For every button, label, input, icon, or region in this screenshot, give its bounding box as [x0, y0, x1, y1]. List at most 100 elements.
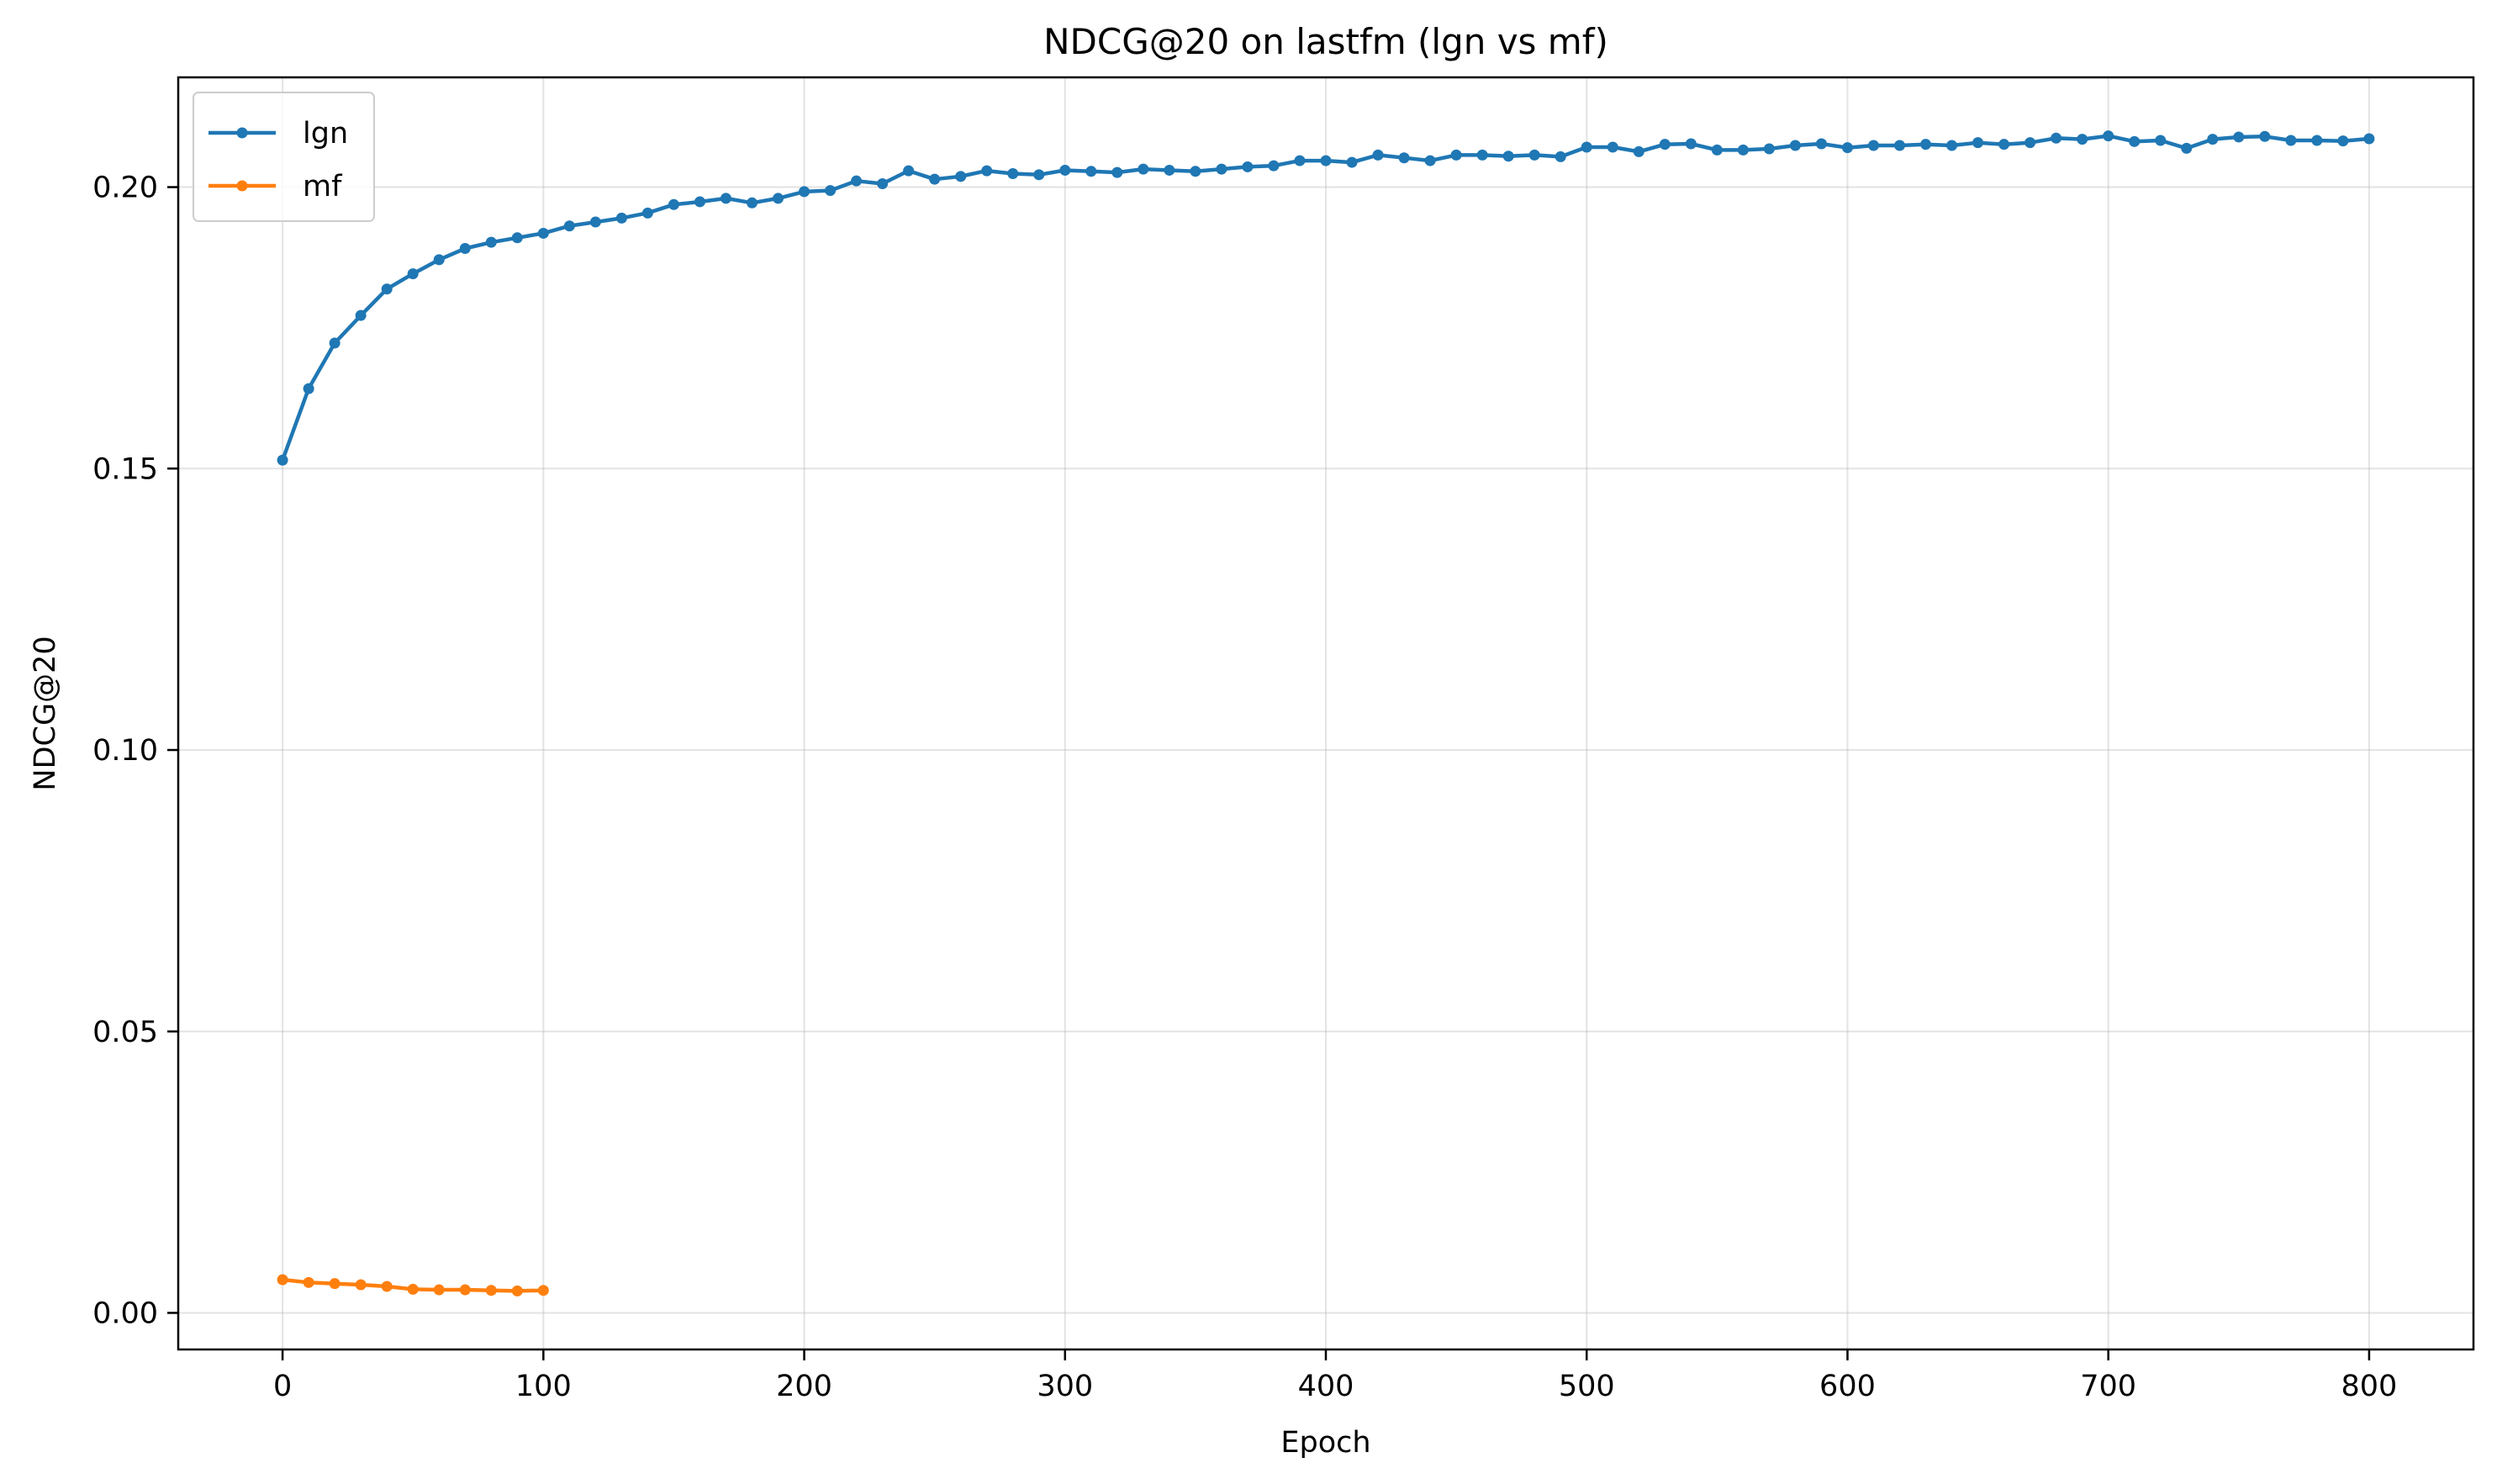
- data-point-lgn: [355, 309, 367, 321]
- y-tick-label: 0.00: [92, 1297, 158, 1330]
- data-point-lgn: [1111, 166, 1123, 178]
- data-point-lgn: [694, 196, 705, 208]
- data-point-lgn: [773, 193, 784, 204]
- data-point-lgn: [1972, 137, 1984, 149]
- data-point-lgn: [459, 243, 471, 255]
- legend-marker-mf: [236, 180, 248, 192]
- data-point-lgn: [1398, 152, 1410, 164]
- chart-title: NDCG@20 on lastfm (lgn vs mf): [1043, 21, 1608, 62]
- data-point-lgn: [277, 454, 288, 466]
- x-tick-label: 600: [1819, 1370, 1876, 1403]
- data-point-lgn: [1216, 163, 1227, 175]
- data-point-lgn: [851, 175, 863, 187]
- data-point-lgn: [2051, 132, 2062, 144]
- data-point-mf: [485, 1285, 497, 1297]
- legend-marker-lgn: [236, 127, 248, 139]
- data-point-lgn: [1789, 140, 1801, 151]
- data-point-lgn: [720, 193, 731, 204]
- data-point-lgn: [1894, 140, 1905, 151]
- data-point-lgn: [955, 171, 967, 182]
- data-point-lgn: [1138, 163, 1149, 175]
- data-point-lgn: [2337, 135, 2349, 147]
- data-point-lgn: [825, 185, 837, 197]
- data-point-mf: [303, 1276, 314, 1288]
- data-point-lgn: [799, 186, 810, 198]
- data-point-lgn: [1867, 140, 1879, 151]
- data-point-lgn: [1502, 151, 1514, 162]
- data-point-lgn: [1085, 166, 1097, 177]
- data-point-mf: [537, 1285, 549, 1297]
- data-point-lgn: [1268, 160, 1280, 172]
- data-point-lgn: [2207, 134, 2219, 145]
- data-point-lgn: [2363, 133, 2375, 145]
- data-point-lgn: [1346, 156, 1358, 168]
- x-tick-label: 700: [2080, 1370, 2136, 1403]
- data-point-mf: [381, 1281, 393, 1292]
- data-point-mf: [459, 1284, 471, 1296]
- data-point-lgn: [537, 227, 549, 239]
- data-point-lgn: [1294, 155, 1306, 166]
- data-point-lgn: [1841, 142, 1853, 154]
- data-point-lgn: [2285, 135, 2297, 146]
- data-point-lgn: [1607, 141, 1618, 153]
- y-tick-label: 0.05: [92, 1016, 158, 1049]
- data-point-lgn: [2129, 135, 2141, 147]
- data-point-lgn: [1450, 149, 1462, 161]
- data-point-lgn: [668, 198, 679, 210]
- data-point-mf: [511, 1285, 523, 1297]
- legend: lgn mf: [193, 92, 375, 222]
- data-point-lgn: [2103, 130, 2114, 142]
- data-point-mf: [433, 1284, 445, 1296]
- data-point-lgn: [1476, 149, 1488, 161]
- data-point-lgn: [2077, 134, 2088, 145]
- data-point-lgn: [981, 165, 993, 177]
- data-point-lgn: [407, 268, 419, 280]
- data-point-lgn: [1581, 141, 1592, 153]
- x-tick-label: 800: [2341, 1370, 2398, 1403]
- data-point-lgn: [1320, 155, 1332, 166]
- x-tick-label: 100: [515, 1370, 572, 1403]
- data-point-lgn: [1372, 149, 1384, 161]
- data-point-lgn: [303, 383, 314, 394]
- series-mf: [277, 1274, 549, 1297]
- data-point-lgn: [641, 207, 653, 219]
- data-point-lgn: [1424, 155, 1436, 166]
- data-point-lgn: [1164, 164, 1175, 176]
- data-point-lgn: [1242, 161, 1254, 172]
- x-tick-label: 400: [1298, 1370, 1354, 1403]
- data-point-mf: [407, 1283, 419, 1295]
- data-point-mf: [277, 1274, 288, 1286]
- data-point-lgn: [1555, 151, 1566, 162]
- y-axis-ticks: 0.00 0.05 0.10 0.15 0.20: [92, 172, 178, 1330]
- data-point-lgn: [615, 212, 627, 224]
- data-point-lgn: [1685, 138, 1697, 150]
- data-point-lgn: [589, 216, 601, 228]
- data-point-lgn: [2233, 131, 2245, 143]
- data-point-lgn: [1528, 149, 1540, 161]
- data-point-lgn: [903, 165, 915, 177]
- y-tick-label: 0.20: [92, 172, 158, 205]
- x-tick-label: 300: [1037, 1370, 1093, 1403]
- data-point-lgn: [747, 197, 758, 209]
- data-point-lgn: [1190, 166, 1201, 177]
- data-point-lgn: [1737, 144, 1749, 156]
- data-point-lgn: [877, 178, 889, 190]
- data-point-lgn: [2155, 135, 2167, 146]
- y-tick-label: 0.10: [92, 734, 158, 768]
- data-point-lgn: [329, 337, 340, 349]
- data-point-mf: [329, 1278, 340, 1290]
- legend-label-mf: mf: [303, 170, 342, 203]
- x-tick-label: 500: [1559, 1370, 1615, 1403]
- data-point-lgn: [929, 173, 941, 185]
- data-point-lgn: [1633, 145, 1644, 157]
- data-point-lgn: [485, 236, 497, 248]
- data-point-lgn: [563, 220, 575, 232]
- legend-box: [193, 92, 375, 222]
- data-point-lgn: [1059, 164, 1071, 176]
- data-point-lgn: [2025, 137, 2036, 149]
- series-lgn: [277, 130, 2375, 466]
- data-point-lgn: [433, 254, 445, 266]
- data-point-lgn: [1763, 143, 1775, 155]
- data-point-mf: [355, 1279, 367, 1291]
